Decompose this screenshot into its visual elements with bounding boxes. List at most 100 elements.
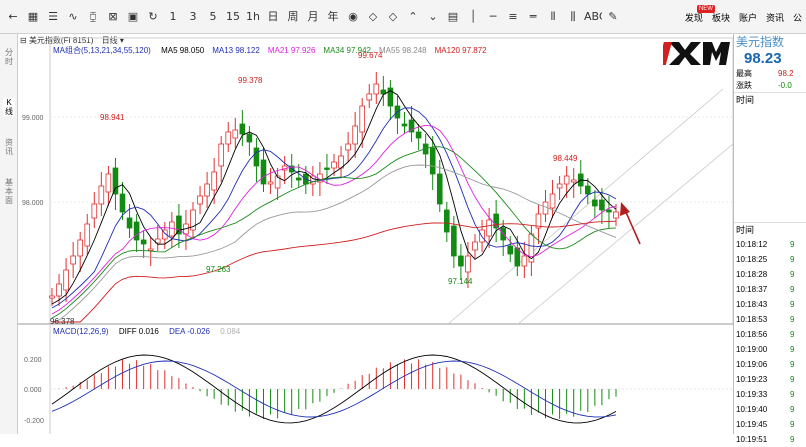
period-3[interactable]: 3 xyxy=(189,10,197,23)
collapse-icon[interactable]: ⊟ xyxy=(20,36,27,45)
candle-chart-icon[interactable]: ⧮ xyxy=(89,10,97,23)
toolbar-links: 发现 NEW 板块 账户 资讯公 xyxy=(676,4,802,26)
candle-body xyxy=(387,87,394,107)
eye-icon[interactable]: ◉ xyxy=(348,10,358,23)
candle-body xyxy=(535,213,542,229)
side-tab-1[interactable]: K线 xyxy=(3,98,15,116)
new-badge: NEW xyxy=(696,4,715,13)
abc-icon[interactable]: ABC xyxy=(584,10,602,23)
dea-label: DEA -0.026 xyxy=(169,327,210,336)
candle-body xyxy=(204,183,210,197)
period-week[interactable]: 周 xyxy=(287,10,299,23)
candle-body xyxy=(451,225,457,257)
candle-body xyxy=(310,175,316,185)
candle-body xyxy=(84,223,91,247)
candle-body xyxy=(563,175,570,185)
toolbar-link-0[interactable]: 发现 NEW xyxy=(684,4,715,24)
ma-legend-item: MA5 98.050 xyxy=(161,46,205,55)
list-icon[interactable]: ☰ xyxy=(48,10,58,23)
tick-value: 9 xyxy=(790,240,795,249)
tick-row: 10:18:43 9 xyxy=(734,297,806,312)
side-tab-2[interactable]: 资讯 xyxy=(5,138,13,156)
price-label: 98.941 xyxy=(100,113,125,122)
ma-legend-item: MA21 97.926 xyxy=(267,46,316,55)
toolbar-link-1[interactable]: 板块 xyxy=(712,11,730,24)
period-year[interactable]: 年 xyxy=(327,10,339,23)
cross-icon[interactable]: ⊠ xyxy=(108,10,118,23)
tick-value: 9 xyxy=(790,390,795,399)
ma-legend: MA组合(5,13,21,34,55,120) MA5 98.050 MA13 9… xyxy=(53,46,495,56)
candlestick-chart[interactable]: 99.000 98.000 0.200 0.000 -0.200 99.674 99.378… xyxy=(18,34,733,434)
candle-body xyxy=(514,247,521,267)
ticks-header: 时间 xyxy=(734,222,806,237)
period-1h[interactable]: 1h xyxy=(246,10,260,23)
horizontal-line-icon[interactable]: ─ xyxy=(489,10,497,23)
macd-title[interactable]: MACD(12,26,9) xyxy=(53,327,109,336)
time-header: 时间 xyxy=(734,92,806,107)
tick-value: 9 xyxy=(790,285,795,294)
toolbar-link-label: 公 xyxy=(792,12,802,23)
toolbar-link-2[interactable]: 账户 xyxy=(739,11,757,24)
side-tab-0[interactable]: 分时 xyxy=(5,48,13,66)
candle-body xyxy=(56,283,62,297)
period-month[interactable]: 月 xyxy=(307,10,319,23)
candle-body xyxy=(486,219,492,237)
candle-body xyxy=(98,185,105,205)
annotation-arrow-head xyxy=(620,202,630,216)
side-tab-3[interactable]: 基本面 xyxy=(5,178,13,205)
candle-body xyxy=(161,229,168,240)
window-icon[interactable]: ▤ xyxy=(447,10,459,23)
tick-row: 10:18:37 9 xyxy=(734,282,806,297)
vertical-line-icon[interactable]: │ xyxy=(469,10,477,23)
toolbar-link-label: 发现 xyxy=(684,12,703,23)
candle-body xyxy=(267,181,274,185)
period-5[interactable]: 5 xyxy=(209,10,217,23)
period-1[interactable]: 1 xyxy=(169,10,177,23)
tick-row: 10:19:06 9 xyxy=(734,357,806,372)
chevron-up-icon[interactable]: ⌃ xyxy=(408,10,418,23)
instrument-name: 美元指数(FI 8151) xyxy=(28,36,94,45)
candle-body xyxy=(443,209,450,233)
ma-title[interactable]: MA组合(5,13,21,34,55,120) xyxy=(53,46,151,55)
quote-title: 美元指数 xyxy=(734,34,806,50)
ma-legend-item: MA55 98.248 xyxy=(379,46,427,55)
line-chart-icon[interactable]: ∿ xyxy=(68,10,78,23)
tick-value: 9 xyxy=(790,375,795,384)
toolbar-link-label: 账户 xyxy=(738,12,757,23)
candle-body xyxy=(260,159,267,185)
candle-body xyxy=(218,143,225,167)
tick-time: 10:18:43 xyxy=(736,300,768,309)
parallel-lines-icon[interactable]: ≡ xyxy=(508,10,518,23)
period-day[interactable]: 日 xyxy=(267,10,279,23)
channel-icon[interactable]: ═ xyxy=(529,10,537,23)
dea-line xyxy=(51,360,617,418)
dropdown-icon[interactable]: ▾ xyxy=(119,36,124,45)
toolbar-link-4[interactable]: 公 xyxy=(793,11,802,24)
candle-body xyxy=(246,133,253,143)
change-row: 涨跌 -0.0 xyxy=(734,80,806,92)
bar-lines-icon[interactable]: ⫴ xyxy=(550,10,556,23)
hatch-icon[interactable]: ⫼ xyxy=(570,10,576,23)
candle-body xyxy=(465,255,471,273)
arrow-left-icon[interactable]: ◇ xyxy=(368,10,378,23)
pencil-icon[interactable]: ✎ xyxy=(608,10,618,23)
candle-body xyxy=(507,245,514,255)
tick-value: 9 xyxy=(790,255,795,264)
tick-time: 10:18:56 xyxy=(736,330,768,339)
change-label: 涨跌 xyxy=(736,81,752,90)
diff-label: DIFF 0.016 xyxy=(118,327,159,336)
back-arrow-icon[interactable]: ← xyxy=(8,10,18,23)
period-label[interactable]: 日线 xyxy=(101,36,118,45)
period-15[interactable]: 15 xyxy=(226,10,240,23)
candle-body xyxy=(112,167,119,195)
high-row: 最高 98.2 xyxy=(734,68,806,80)
toolbar-link-3[interactable]: 资讯 xyxy=(766,11,784,24)
refresh-icon[interactable]: ↻ xyxy=(148,10,158,23)
save-icon[interactable]: ▣ xyxy=(127,10,139,23)
arrow-right-icon[interactable]: ◇ xyxy=(388,10,398,23)
tick-value: 9 xyxy=(790,435,795,444)
chevron-down-icon[interactable]: ⌄ xyxy=(428,10,438,23)
grid-icon[interactable]: ▦ xyxy=(27,10,39,23)
candle-body xyxy=(345,143,351,151)
tick-list[interactable]: 时间 10:18:12 9 10:18:25 9 10:18:28 9 10:18:37 9 1… xyxy=(734,222,806,447)
